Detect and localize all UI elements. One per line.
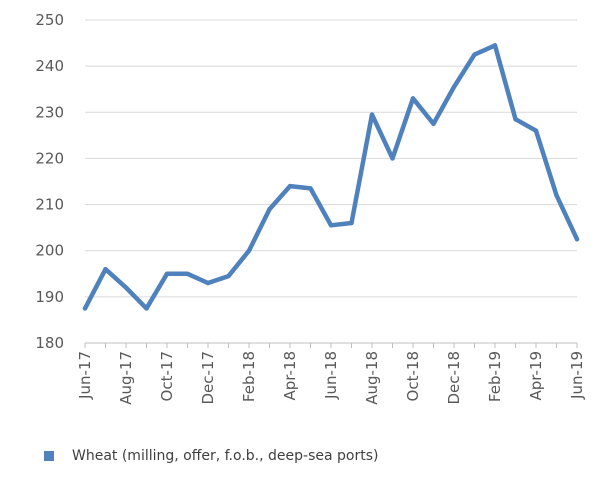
x-tick-label: Apr-19: [527, 351, 545, 401]
data-point: [328, 223, 334, 228]
x-tick-label: Dec-18: [445, 351, 463, 405]
series-line-wheat: [82, 43, 580, 311]
x-tick-label: Oct-17: [158, 351, 176, 401]
data-point: [472, 52, 477, 57]
data-point: [369, 112, 375, 117]
x-tick-label: Apr-18: [281, 351, 299, 401]
x-tick-label: Jun-18: [322, 351, 340, 400]
data-point: [451, 84, 457, 90]
data-point: [492, 43, 498, 48]
data-point: [410, 96, 416, 101]
data-point: [431, 121, 436, 127]
y-tick-label: 190: [35, 288, 64, 306]
x-tick-label: Dec-17: [199, 351, 217, 405]
data-point: [246, 248, 252, 253]
data-point: [390, 156, 395, 161]
data-point: [144, 306, 149, 311]
y-tick-label: 210: [35, 196, 64, 214]
y-tick-label: 250: [35, 11, 64, 29]
data-point: [205, 280, 211, 286]
x-tick-label: Oct-18: [404, 351, 422, 401]
data-point: [554, 193, 559, 198]
data-point: [349, 220, 354, 226]
y-tick-label: 180: [35, 334, 64, 352]
data-point: [287, 183, 293, 189]
x-tick-label: Aug-17: [117, 351, 135, 405]
data-point: [123, 285, 129, 290]
x-tick-label: Feb-18: [240, 351, 258, 402]
legend: Wheat (milling, offer, f.o.b., deep-sea …: [44, 448, 378, 464]
data-point: [267, 206, 272, 212]
data-point: [308, 186, 313, 191]
y-tick-label: 220: [35, 149, 64, 167]
y-tick-label: 230: [35, 103, 64, 121]
y-tick-label: 240: [35, 57, 64, 75]
x-tick-label: Feb-19: [486, 351, 504, 402]
x-tick-label: Aug-18: [363, 351, 381, 405]
data-point: [513, 117, 518, 122]
data-point: [185, 271, 190, 276]
x-tick-label: Jun-19: [568, 351, 586, 400]
data-point: [164, 271, 170, 276]
data-point: [103, 266, 108, 272]
data-point: [82, 306, 88, 311]
legend-label-wheat: Wheat (milling, offer, f.o.b., deep-sea …: [72, 448, 379, 464]
data-point: [533, 128, 539, 133]
data-point: [574, 236, 580, 242]
y-tick-label: 200: [35, 242, 64, 260]
data-point: [226, 273, 231, 279]
legend-swatch: [44, 451, 54, 461]
x-tick-label: Jun-17: [76, 351, 94, 400]
